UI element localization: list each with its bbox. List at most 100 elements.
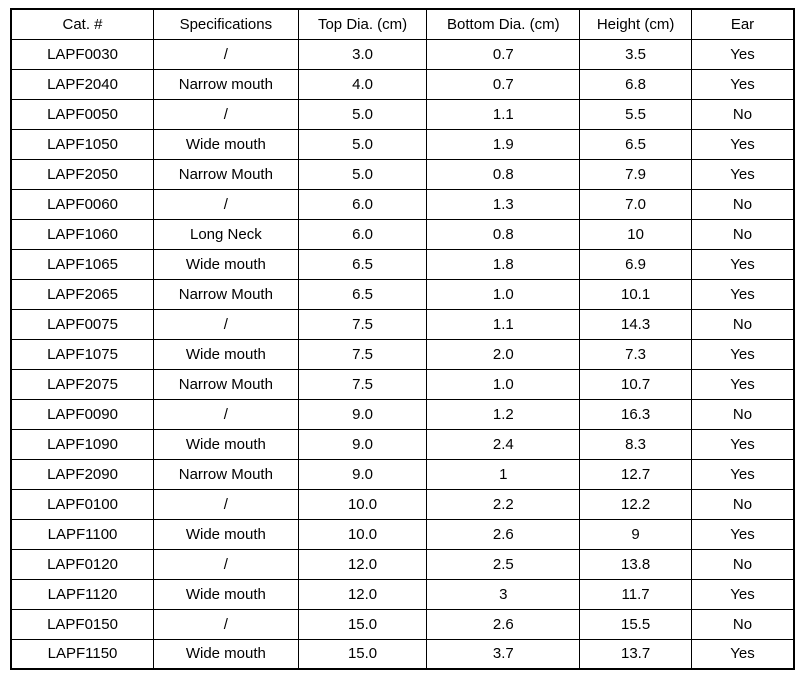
table-header: Cat. # Specifications Top Dia. (cm) Bottom … xyxy=(10,8,795,40)
table-row: LAPF0060/6.0 1.3 7.0 No xyxy=(10,188,795,220)
table-row: LAPF0075/7.5 1.1 14.3 No xyxy=(10,308,795,340)
cell-specifications: Wide mouth xyxy=(153,428,299,460)
cell-top-diameter: 7.5 xyxy=(297,308,428,340)
cell-specifications: Narrow Mouth xyxy=(153,368,299,400)
cell-specifications: Narrow Mouth xyxy=(153,278,299,310)
cell-cat-number: LAPF1065 xyxy=(10,248,155,280)
cell-height: 8.3 xyxy=(579,428,692,460)
table-row: LAPF1120 Wide mouth 12.0 3 11.7 Yes xyxy=(10,578,795,610)
cell-cat-number: LAPF1120 xyxy=(10,578,155,610)
table-row: LAPF1100 Wide mouth 10.0 2.6 9 Yes xyxy=(10,518,795,550)
cell-cat-number: LAPF2050 xyxy=(10,158,155,190)
table-row: LAPF2090 Narrow Mouth 9.0 1 12.7 Yes xyxy=(10,458,795,490)
cell-cat-number: LAPF1150 xyxy=(10,638,155,670)
cell-specifications: Long Neck xyxy=(153,218,299,250)
cell-cat-number: LAPF2065 xyxy=(10,278,155,310)
cell-bottom-diameter: 1 xyxy=(426,458,581,490)
cell-ear: No xyxy=(690,398,795,430)
cell-height: 9 xyxy=(579,518,692,550)
cell-bottom-diameter: 0.8 xyxy=(426,218,581,250)
cell-top-diameter: 10.0 xyxy=(297,518,428,550)
cell-cat-number: LAPF1100 xyxy=(10,518,155,550)
cell-specifications: / xyxy=(153,398,299,430)
cell-ear: No xyxy=(690,488,795,520)
cell-specifications: / xyxy=(153,488,299,520)
cell-height: 13.7 xyxy=(579,638,692,670)
cell-top-diameter: 4.0 xyxy=(297,68,428,100)
cell-ear: Yes xyxy=(690,38,795,70)
cell-height: 13.8 xyxy=(579,548,692,580)
cell-top-diameter: 6.0 xyxy=(297,188,428,220)
cell-cat-number: LAPF0100 xyxy=(10,488,155,520)
cell-specifications: Wide mouth xyxy=(153,248,299,280)
cell-specifications: / xyxy=(153,188,299,220)
cell-ear: Yes xyxy=(690,68,795,100)
cell-bottom-diameter: 2.6 xyxy=(426,608,581,640)
table-row: LAPF0030/3.0 0.7 3.5 Yes xyxy=(10,38,795,70)
cell-bottom-diameter: 0.7 xyxy=(426,68,581,100)
cell-specifications: Wide mouth xyxy=(153,128,299,160)
cell-cat-number: LAPF0120 xyxy=(10,548,155,580)
cell-specifications: Narrow Mouth xyxy=(153,158,299,190)
cell-specifications: Wide mouth xyxy=(153,338,299,370)
cell-ear: Yes xyxy=(690,638,795,670)
cell-height: 15.5 xyxy=(579,608,692,640)
table-row: LAPF1090 Wide mouth 9.0 2.4 8.3 Yes xyxy=(10,428,795,460)
cell-top-diameter: 7.5 xyxy=(297,368,428,400)
cell-specifications: Narrow Mouth xyxy=(153,458,299,490)
cell-height: 7.9 xyxy=(579,158,692,190)
cell-bottom-diameter: 1.2 xyxy=(426,398,581,430)
cell-top-diameter: 9.0 xyxy=(297,398,428,430)
cell-cat-number: LAPF0150 xyxy=(10,608,155,640)
cell-cat-number: LAPF1090 xyxy=(10,428,155,460)
cell-bottom-diameter: 2.4 xyxy=(426,428,581,460)
cell-cat-number: LAPF0075 xyxy=(10,308,155,340)
cell-bottom-diameter: 0.8 xyxy=(426,158,581,190)
cell-top-diameter: 6.0 xyxy=(297,218,428,250)
cell-ear: Yes xyxy=(690,278,795,310)
table-row: LAPF2040 Narrow mouth 4.0 0.7 6.8 Yes xyxy=(10,68,795,100)
table-row: LAPF1065 Wide mouth 6.5 1.8 6.9 Yes xyxy=(10,248,795,280)
cell-height: 16.3 xyxy=(579,398,692,430)
cell-top-diameter: 6.5 xyxy=(297,278,428,310)
cell-ear: No xyxy=(690,98,795,130)
cell-height: 3.5 xyxy=(579,38,692,70)
cell-specifications: Wide mouth xyxy=(153,638,299,670)
table-row: LAPF1150 Wide mouth 15.0 3.7 13.7 Yes xyxy=(10,638,795,670)
cell-specifications: / xyxy=(153,38,299,70)
table-row: LAPF0090/9.0 1.2 16.3 No xyxy=(10,398,795,430)
cell-bottom-diameter: 2.6 xyxy=(426,518,581,550)
cell-cat-number: LAPF2075 xyxy=(10,368,155,400)
cell-ear: Yes xyxy=(690,578,795,610)
cell-ear: No xyxy=(690,188,795,220)
header-row: Cat. # Specifications Top Dia. (cm) Bottom … xyxy=(10,8,795,40)
cell-ear: Yes xyxy=(690,338,795,370)
cell-ear: Yes xyxy=(690,158,795,190)
cell-bottom-diameter: 2.0 xyxy=(426,338,581,370)
cell-ear: No xyxy=(690,218,795,250)
cell-top-diameter: 7.5 xyxy=(297,338,428,370)
cell-bottom-diameter: 1.0 xyxy=(426,368,581,400)
cell-top-diameter: 5.0 xyxy=(297,128,428,160)
cell-cat-number: LAPF0090 xyxy=(10,398,155,430)
cell-top-diameter: 6.5 xyxy=(297,248,428,280)
cell-specifications: / xyxy=(153,608,299,640)
cell-bottom-diameter: 1.1 xyxy=(426,98,581,130)
cell-ear: No xyxy=(690,548,795,580)
cell-specifications: Wide mouth xyxy=(153,518,299,550)
cell-height: 10.1 xyxy=(579,278,692,310)
cell-height: 10.7 xyxy=(579,368,692,400)
cell-cat-number: LAPF0050 xyxy=(10,98,155,130)
cell-ear: Yes xyxy=(690,518,795,550)
cell-bottom-diameter: 3 xyxy=(426,578,581,610)
cell-specifications: / xyxy=(153,98,299,130)
cell-height: 5.5 xyxy=(579,98,692,130)
cell-height: 12.7 xyxy=(579,458,692,490)
cell-cat-number: LAPF1050 xyxy=(10,128,155,160)
column-header-bottom_dia: Bottom Dia. (cm) xyxy=(426,8,581,40)
cell-cat-number: LAPF0060 xyxy=(10,188,155,220)
cell-cat-number: LAPF2090 xyxy=(10,458,155,490)
table-row: LAPF1050 Wide mouth 5.0 1.9 6.5 Yes xyxy=(10,128,795,160)
cell-height: 14.3 xyxy=(579,308,692,340)
column-header-spec: Specifications xyxy=(153,8,299,40)
